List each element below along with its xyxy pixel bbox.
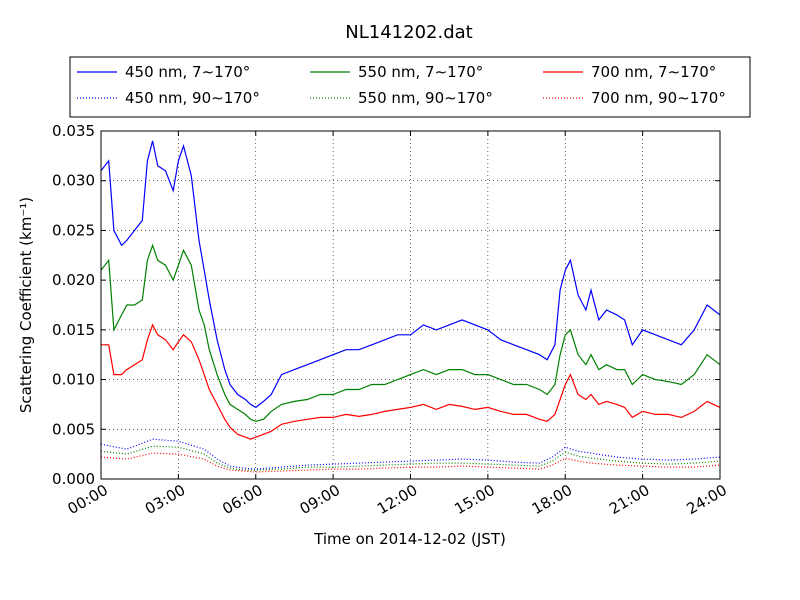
series-line (100, 452, 721, 473)
y-tick-label: 0.025 (52, 221, 95, 239)
tick-labels: 00:00 03:00 06:00 09:00 12:00 15:00 18:00 21:00… (52, 122, 730, 518)
x-tick-label: 18:00 (529, 481, 575, 518)
y-tick-label: 0.035 (52, 122, 95, 140)
x-tick-label: 03:00 (142, 481, 188, 518)
legend-label: 450 nm, 7∼170° (125, 63, 250, 81)
y-axis-label: Scattering Coefficient (km⁻¹) (17, 197, 35, 413)
y-tick-label: 0.015 (52, 321, 95, 339)
legend-label: 550 nm, 90∼170° (358, 89, 493, 107)
series-line (101, 323, 721, 440)
y-tick-label: 0.010 (52, 371, 95, 389)
legend-label: 550 nm, 7∼170° (358, 63, 483, 81)
y-tick-label: 0.005 (52, 420, 95, 438)
series-line (100, 438, 721, 470)
legend-label: 700 nm, 7∼170° (591, 63, 716, 81)
grid (101, 131, 720, 479)
y-tick-label: 0.000 (52, 470, 95, 488)
x-tick-label: 06:00 (219, 481, 265, 518)
x-tick-label: 12:00 (374, 481, 420, 518)
legend-label: 450 nm, 90∼170° (125, 89, 260, 107)
legend-label: 700 nm, 90∼170° (591, 89, 726, 107)
series-line (100, 243, 721, 422)
x-axis-label: Time on 2014-12-02 (JST) (313, 530, 506, 548)
x-tick-label: 09:00 (297, 481, 343, 518)
series-layer (100, 140, 721, 473)
ticks (100, 130, 721, 480)
y-tick-label: 0.020 (52, 271, 95, 289)
legend-frame (69, 56, 751, 118)
series-line (100, 140, 721, 409)
series-line (100, 445, 721, 471)
x-tick-label: 15:00 (451, 481, 497, 518)
legend: 450 nm, 7∼170° 550 nm, 7∼170° 700 nm, 7∼17… (69, 56, 751, 118)
y-tick-label: 0.030 (52, 172, 95, 190)
x-tick-label: 21:00 (606, 481, 652, 518)
x-tick-label: 24:00 (684, 481, 730, 518)
chart-title: NL141202.dat (345, 22, 472, 43)
